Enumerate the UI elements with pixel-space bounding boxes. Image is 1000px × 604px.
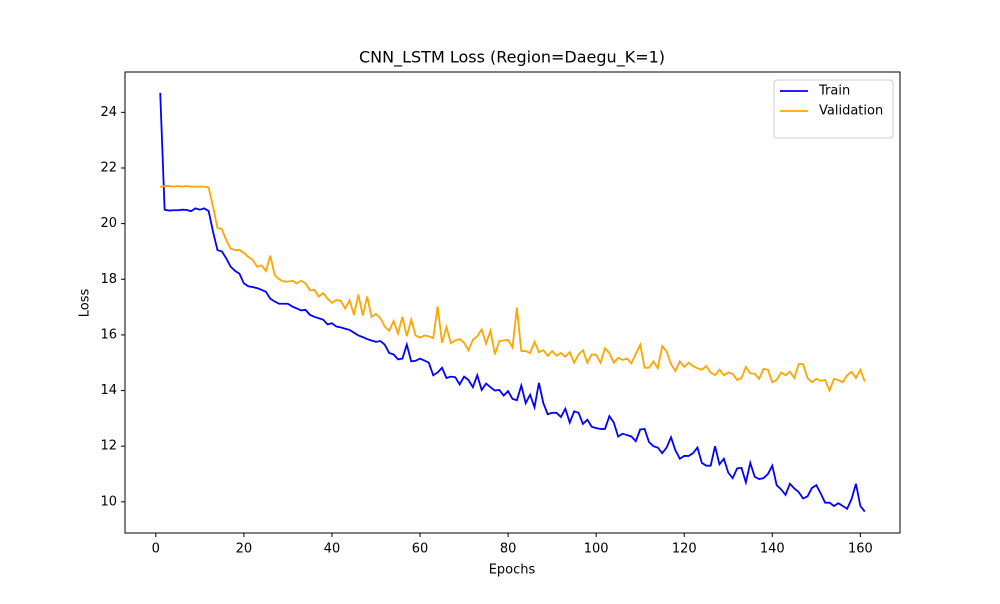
y-tick-label: 16 bbox=[100, 327, 117, 342]
y-tick-label: 14 bbox=[100, 383, 117, 398]
x-tick-label: 140 bbox=[760, 542, 785, 557]
series-line bbox=[159, 92, 866, 513]
x-tick-label: 160 bbox=[848, 542, 873, 557]
x-tick-label: 0 bbox=[152, 542, 160, 557]
legend-box bbox=[773, 79, 894, 139]
x-tick-label: 20 bbox=[236, 542, 253, 557]
y-tick-label: 24 bbox=[100, 105, 117, 120]
x-tick-label: 60 bbox=[412, 542, 429, 557]
plot-frame bbox=[124, 71, 901, 534]
x-tick-label: 100 bbox=[584, 542, 609, 557]
x-tick-label: 40 bbox=[324, 542, 341, 557]
x-tick-label: 120 bbox=[672, 542, 697, 557]
y-tick-label: 22 bbox=[100, 160, 117, 175]
y-axis-label: Loss bbox=[78, 289, 93, 318]
y-tick-label: 18 bbox=[100, 272, 117, 287]
chart-title: CNN_LSTM Loss (Region=Daegu_K=1) bbox=[359, 48, 665, 68]
y-tick-label: 10 bbox=[100, 494, 117, 509]
x-axis-label: Epochs bbox=[489, 563, 536, 578]
series-line bbox=[160, 185, 866, 393]
legend-label: Train bbox=[818, 84, 850, 99]
y-tick-label: 12 bbox=[100, 439, 117, 454]
y-tick-label: 20 bbox=[100, 216, 117, 231]
legend-label: Validation bbox=[819, 104, 883, 119]
x-tick-label: 80 bbox=[500, 542, 517, 557]
